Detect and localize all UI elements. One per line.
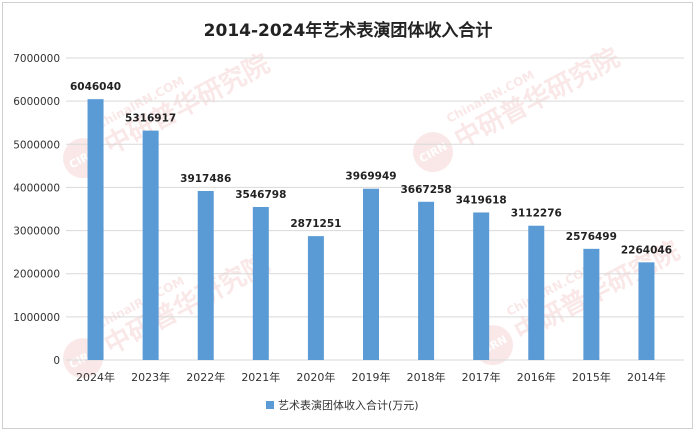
- x-tick-label: 2020年: [296, 370, 335, 384]
- y-tick-label: 2000000: [13, 269, 60, 281]
- bars: [87, 99, 655, 361]
- data-label: 5316917: [125, 113, 176, 125]
- bar: [142, 130, 159, 360]
- x-tick-label: 2014年: [627, 370, 666, 384]
- y-axis-tick-labels: 0 1000000 2000000 3000000 4000000 5000000 6000…: [13, 53, 60, 367]
- data-label: 2871251: [290, 218, 341, 230]
- bar: [583, 248, 600, 360]
- legend-swatch: [266, 401, 274, 409]
- y-tick-label: 3000000: [13, 226, 60, 238]
- bar: [363, 188, 379, 360]
- data-label: 3546798: [235, 189, 286, 201]
- x-axis-tick-labels: 2024年 2023年 2022年 2021年 2020年 2019年 2018年 2017年…: [76, 370, 666, 384]
- bar: [418, 201, 435, 360]
- x-tick-label: 2021年: [241, 370, 280, 384]
- y-tick-label: 7000000: [13, 53, 60, 65]
- data-label: 6046040: [70, 81, 121, 93]
- data-label: 3917486: [180, 173, 231, 185]
- data-label: 3112276: [511, 208, 562, 220]
- x-tick-label: 2019年: [352, 370, 391, 384]
- y-tick-label: 5000000: [13, 139, 60, 151]
- x-tick-label: 2023年: [131, 370, 170, 384]
- x-tick-label: 2015年: [572, 370, 611, 384]
- bar: [528, 225, 545, 360]
- chart-title: 2014-2024年艺术表演团体收入合计: [204, 20, 493, 41]
- bar: [87, 99, 104, 361]
- legend: 艺术表演团体收入合计(万元): [266, 398, 419, 412]
- data-labels: 6046040 5316917 3917486 3546798 2871251 39699…: [70, 81, 672, 256]
- y-tick-label: 4000000: [13, 182, 60, 194]
- x-tick-label: 2016年: [517, 370, 556, 384]
- x-tick-label: 2018年: [407, 370, 446, 384]
- data-label: 3667258: [401, 184, 452, 196]
- y-tick-label: 6000000: [13, 96, 60, 108]
- bar: [252, 206, 269, 360]
- bar: [638, 262, 655, 360]
- data-label: 2576499: [566, 231, 617, 243]
- data-label: 3419618: [456, 194, 507, 206]
- legend-label: 艺术表演团体收入合计(万元): [278, 398, 419, 412]
- watermark-logo-icon: [413, 132, 454, 173]
- data-label: 2264046: [621, 244, 672, 256]
- y-tick-label: 1000000: [13, 312, 60, 324]
- data-label: 3969949: [345, 171, 396, 183]
- x-tick-label: 2017年: [462, 370, 501, 384]
- x-tick-label: 2022年: [186, 370, 225, 384]
- bar: [307, 236, 324, 360]
- bar: [473, 212, 490, 360]
- x-tick-label: 2024年: [76, 370, 115, 384]
- y-tick-label: 0: [53, 355, 60, 367]
- bar: [197, 190, 214, 360]
